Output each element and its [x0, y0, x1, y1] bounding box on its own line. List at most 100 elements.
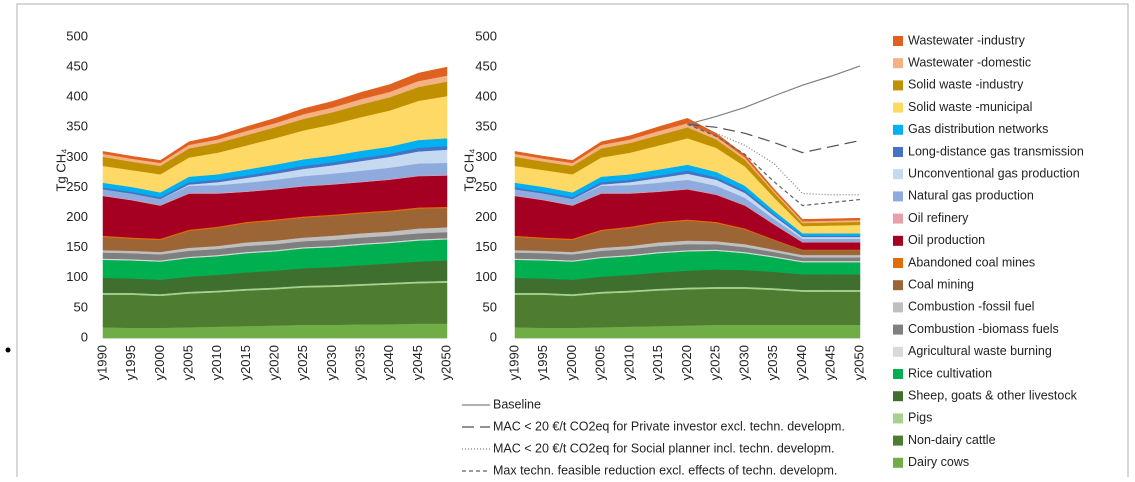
legend-swatch: [893, 413, 903, 424]
x-tick-label: y2015: [238, 345, 253, 380]
legend-label: Combustion -biomass fuels: [908, 322, 1059, 336]
x-tick-label: y2000: [564, 345, 579, 380]
legend-label: Agricultural waste burning: [908, 344, 1052, 358]
legend-label: Max techn. feasible reduction excl. effe…: [493, 463, 837, 477]
legend-label: Pigs: [908, 411, 932, 425]
legend-swatch: [893, 213, 903, 224]
y-tick-label: 50: [483, 299, 497, 314]
x-tick-label: y2025: [708, 345, 723, 380]
legend-swatch: [893, 124, 903, 135]
y-tick-label: 100: [475, 269, 497, 284]
area: [102, 66, 448, 164]
y-axis-title: Tg CH₄: [53, 149, 68, 192]
legend-swatch: [893, 457, 903, 468]
frame: [16, 3, 1129, 482]
legend-label: Combustion -fossil fuel: [908, 300, 1034, 314]
x-tick-label: y2045: [410, 345, 425, 380]
line: [687, 123, 860, 196]
legend-swatch: [893, 58, 903, 69]
x-tick-label: y1990: [506, 345, 521, 380]
y-tick-label: 0: [81, 329, 88, 344]
x-tick-label: y2005: [180, 345, 195, 380]
legend-swatch: [893, 391, 903, 402]
legend-label: Wastewater -industry: [908, 33, 1026, 47]
y-tick-label: 0: [490, 329, 497, 344]
x-tick-label: y2035: [765, 345, 780, 380]
legend-swatch: [893, 258, 903, 268]
legend-label: Dairy cows: [908, 455, 969, 469]
y-tick-label: 450: [66, 59, 88, 74]
legend-swatch: [893, 324, 903, 335]
legend-label: Rice cultivation: [908, 366, 992, 380]
x-tick-label: y2005: [593, 345, 608, 380]
y-tick-label: 150: [66, 239, 88, 254]
legend-swatch: [893, 191, 903, 202]
y-tick-label: 350: [475, 119, 497, 134]
x-tick-label: y1990: [94, 345, 109, 380]
legend-label: Unconventional gas production: [908, 166, 1080, 180]
legend-swatch: [893, 147, 903, 157]
legend-label: Long-distance gas transmission: [908, 144, 1084, 158]
x-tick-label: y2020: [679, 345, 694, 380]
y-tick-label: 300: [66, 149, 88, 164]
y-tick-label: 100: [66, 269, 88, 284]
legend-label: Non-dairy cattle: [908, 433, 996, 447]
y-tick-label: 450: [475, 59, 497, 74]
y-tick-label: 150: [475, 239, 497, 254]
y-axis-title: Tg CH₄: [461, 149, 476, 192]
legend-label: MAC < 20 €/t CO2eq for Private investor …: [493, 419, 845, 433]
legend-label: Oil refinery: [908, 211, 969, 225]
legend-swatch: [893, 36, 903, 46]
y-tick-label: 500: [66, 28, 88, 43]
x-tick-label: y2050: [438, 345, 453, 380]
legend-swatch: [893, 102, 903, 113]
legend-label: Gas distribution networks: [908, 122, 1048, 136]
x-tick-label: y1995: [123, 345, 138, 380]
x-tick-label: y2050: [851, 345, 866, 380]
x-tick-label: y2040: [381, 345, 396, 380]
y-tick-label: 200: [475, 209, 497, 224]
x-tick-label: y2045: [823, 345, 838, 380]
legend-swatch: [893, 369, 903, 379]
legend-swatch: [893, 80, 903, 91]
legend-swatch: [893, 169, 903, 180]
legend-label: Baseline: [493, 397, 541, 411]
x-tick-label: y2015: [650, 345, 665, 380]
legend-label: MAC < 20 €/t CO2eq for Social planner in…: [493, 441, 835, 455]
line: [687, 123, 861, 154]
x-tick-label: y2000: [152, 345, 167, 380]
bullet: [5, 347, 11, 353]
y-tick-label: 50: [74, 299, 88, 314]
x-tick-label: y1995: [535, 345, 550, 380]
y-tick-label: 350: [66, 119, 88, 134]
y-tick-label: 300: [475, 149, 497, 164]
legend-label: Coal mining: [908, 277, 974, 291]
x-tick-label: y2030: [324, 345, 339, 380]
legend-label: Wastewater -domestic: [908, 55, 1031, 69]
legend-swatch: [893, 235, 903, 246]
y-tick-label: 400: [475, 89, 497, 104]
legend-label: Solid waste -industry: [908, 78, 1024, 92]
y-tick-label: 250: [66, 179, 88, 194]
y-tick-label: 250: [475, 179, 497, 194]
legend-label: Sheep, goats & other livestock: [908, 388, 1078, 402]
legend-swatch: [893, 302, 903, 313]
legend-label: Natural gas production: [908, 189, 1034, 203]
legend-swatch: [893, 280, 903, 291]
x-tick-label: y2035: [352, 345, 367, 380]
legend-swatch: [893, 435, 903, 446]
x-tick-label: y2010: [621, 345, 636, 380]
legend-label: Oil production: [908, 233, 985, 247]
x-tick-label: y2020: [266, 345, 281, 380]
line: [687, 65, 861, 125]
legend-swatch: [893, 346, 903, 357]
y-tick-label: 500: [475, 28, 497, 43]
x-tick-label: y2010: [209, 345, 224, 380]
legend-label: Abandoned coal mines: [908, 255, 1035, 269]
area: [514, 118, 861, 222]
legend-label: Solid waste -municipal: [908, 100, 1032, 114]
x-tick-label: y2040: [794, 345, 809, 380]
x-tick-label: y2030: [736, 345, 751, 380]
line: [687, 123, 861, 207]
